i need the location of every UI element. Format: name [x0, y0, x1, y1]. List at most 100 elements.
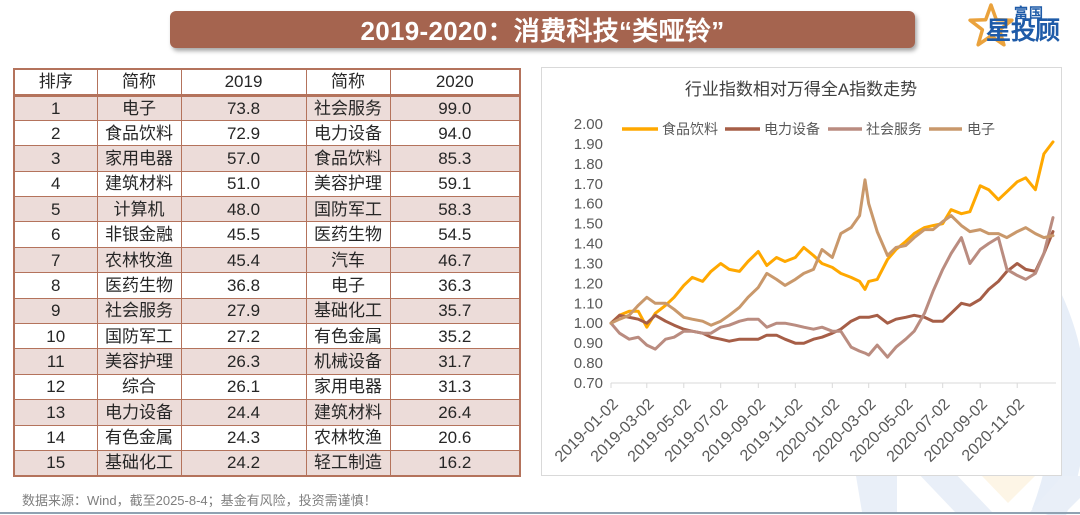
industry-2020-cell: 美容护理: [305, 170, 391, 198]
industry-2020-cell: 食品饮料: [305, 145, 391, 172]
score-2019-cell: 36.8: [180, 272, 307, 299]
y-tick-label: 0.80: [574, 355, 603, 372]
series-line-social-services: [609, 216, 1055, 359]
industry-2020-cell: 有色金属: [305, 323, 391, 350]
watermark-band: [1030, 476, 1080, 512]
industry-2019-cell: 综合: [96, 373, 182, 401]
industry-2019-cell: 食品饮料: [96, 119, 182, 147]
score-2019-cell: 26.3: [180, 348, 307, 375]
table-row: 12 综合 26.1 家用电器 31.3: [13, 373, 521, 401]
table-row: 8 医药生物 36.8 电子 36.3: [13, 272, 521, 299]
table-row: 4 建筑材料 51.0 美容护理 59.1: [13, 170, 521, 198]
industry-2020-cell: 基础化工: [305, 297, 391, 325]
line-chart: 行业指数相对万得全A指数走势 食品饮料 电力设备 社会服务 电子 0.70 0.8…: [552, 80, 1056, 466]
legend-label-food-beverage: 食品饮料: [662, 121, 718, 137]
industry-2019-cell: 电子: [96, 94, 182, 121]
rank-cell: 10: [13, 323, 98, 350]
score-2019-cell: 24.3: [180, 424, 307, 451]
chart-panel: 行业指数相对万得全A指数走势 食品饮料 电力设备 社会服务 电子 0.70 0.8…: [541, 67, 1062, 476]
industry-2020-cell: 汽车: [305, 246, 391, 274]
watermark-triangle: [982, 476, 1035, 503]
industry-2019-cell: 国防军工: [96, 323, 182, 350]
score-2020-cell: 58.3: [389, 196, 521, 223]
score-2020-cell: 35.7: [389, 297, 521, 325]
industry-2019-cell: 基础化工: [96, 449, 182, 477]
watermark-band: [915, 470, 992, 512]
industry-2019-cell: 非银金融: [96, 221, 182, 248]
table-row: 15 基础化工 24.2 轻工制造 16.2: [13, 449, 521, 477]
score-2019-cell: 72.9: [180, 119, 307, 147]
ranking-table: 排序 简称 2019 简称 2020 1 电子 73.8 社会服务 99.0 2…: [13, 68, 521, 477]
y-axis: 0.70 0.80 0.90 1.00 1.10 1.20 1.30 1.40 1.50 1.60…: [574, 116, 603, 392]
score-2020-cell: 54.5: [389, 221, 521, 248]
legend-label-power-equipment: 电力设备: [764, 121, 820, 137]
score-2019-cell: 45.4: [180, 246, 307, 274]
score-2020-cell: 99.0: [389, 94, 521, 121]
industry-2020-cell: 农林牧渔: [305, 424, 391, 451]
logo-text-star: 星: [986, 17, 1012, 45]
rank-cell: 4: [13, 170, 98, 198]
industry-2020-cell: 电力设备: [305, 119, 391, 147]
brand-logo: 富国 星 投顾: [965, 0, 1080, 55]
score-2020-cell: 94.0: [389, 119, 521, 147]
rank-cell: 11: [13, 348, 98, 375]
table-row: 1 电子 73.8 社会服务 99.0: [13, 94, 521, 121]
industry-2020-cell: 国防军工: [305, 196, 391, 223]
industry-2020-cell: 家用电器: [305, 373, 391, 401]
header-year-2019: 2019: [180, 68, 307, 97]
score-2019-cell: 73.8: [180, 94, 307, 121]
table-row: 3 家用电器 57.0 食品饮料 85.3: [13, 145, 521, 172]
rank-cell: 2: [13, 119, 98, 147]
score-2019-cell: 48.0: [180, 196, 307, 223]
score-2019-cell: 26.1: [180, 373, 307, 401]
legend-label-social-services: 社会服务: [866, 121, 922, 137]
series-line-power-equipment: [609, 230, 1055, 345]
industry-2019-cell: 计算机: [96, 196, 182, 223]
table-row: 14 有色金属 24.3 农林牧渔 20.6: [13, 424, 521, 451]
score-2019-cell: 45.5: [180, 221, 307, 248]
rank-cell: 6: [13, 221, 98, 248]
industry-2020-cell: 机械设备: [305, 348, 391, 375]
rank-cell: 8: [13, 272, 98, 299]
table-row: 9 社会服务 27.9 基础化工 35.7: [13, 297, 521, 325]
y-tick-label: 1.10: [574, 295, 603, 312]
rank-cell: 14: [13, 424, 98, 451]
rank-cell: 13: [13, 399, 98, 426]
y-tick-label: 1.50: [574, 216, 603, 233]
score-2020-cell: 26.4: [389, 399, 521, 426]
industry-2020-cell: 电子: [305, 272, 391, 299]
industry-2019-cell: 美容护理: [96, 348, 182, 375]
header-year-2020: 2020: [389, 68, 521, 97]
industry-2019-cell: 医药生物: [96, 272, 182, 299]
series-line-food-beverage: [609, 140, 1055, 329]
y-tick-label: 1.80: [574, 156, 603, 173]
score-2020-cell: 20.6: [389, 424, 521, 451]
industry-2019-cell: 社会服务: [96, 297, 182, 325]
score-2020-cell: 35.2: [389, 323, 521, 350]
industry-2020-cell: 医药生物: [305, 221, 391, 248]
page-title: 2019-2020：消费科技“类哑铃”: [360, 16, 725, 46]
chart-legend: 食品饮料 电力设备 社会服务 电子: [622, 121, 995, 137]
header-name-2019: 简称: [96, 68, 182, 97]
score-2019-cell: 24.4: [180, 399, 307, 426]
y-tick-label: 1.90: [574, 136, 603, 153]
industry-2019-cell: 农林牧渔: [96, 246, 182, 274]
industry-2019-cell: 家用电器: [96, 145, 182, 172]
series-lines: [609, 140, 1055, 359]
x-axis: 2019-01-022019-03-022019-05-022019-07-02…: [552, 382, 1056, 466]
y-tick-label: 1.30: [574, 256, 603, 273]
industry-2020-cell: 轻工制造: [305, 449, 391, 477]
series-line-electronics: [609, 178, 1055, 327]
y-tick-label: 1.60: [574, 196, 603, 213]
industry-2019-cell: 电力设备: [96, 399, 182, 426]
score-2019-cell: 27.9: [180, 297, 307, 325]
y-tick-label: 1.20: [574, 275, 603, 292]
y-tick-label: 1.00: [574, 315, 603, 332]
score-2019-cell: 57.0: [180, 145, 307, 172]
table-row: 13 电力设备 24.4 建筑材料 26.4: [13, 399, 521, 426]
bottom-divider: [0, 512, 1080, 514]
star-icon: [968, 3, 1014, 47]
logo-text-top: 富国: [1014, 5, 1044, 21]
rank-cell: 12: [13, 373, 98, 401]
rank-cell: 15: [13, 449, 98, 477]
